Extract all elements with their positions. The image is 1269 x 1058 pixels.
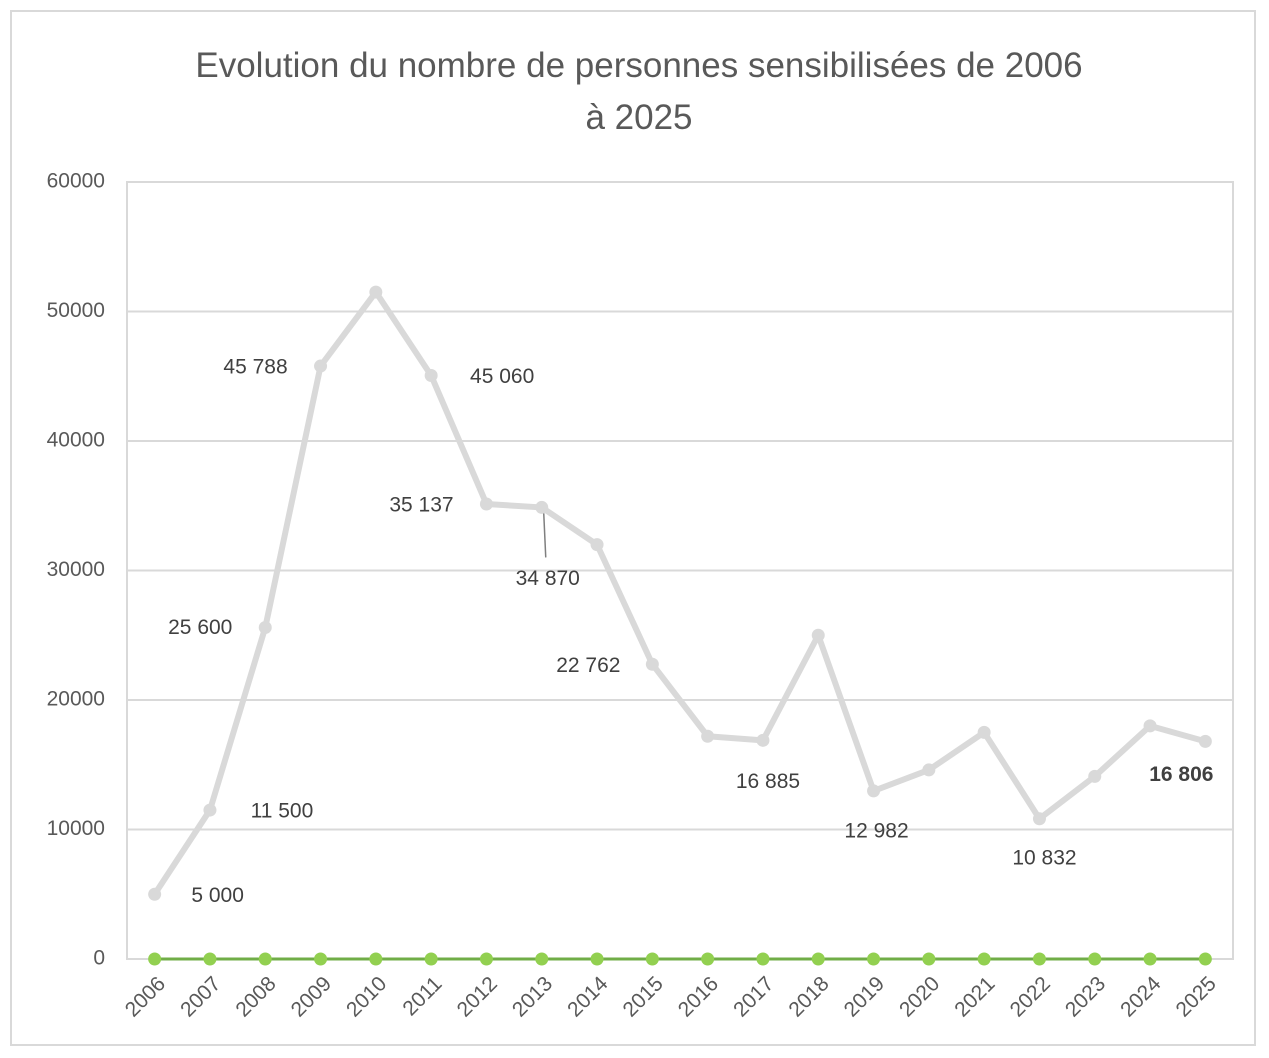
y-tick-label: 20000 <box>47 688 105 711</box>
marker <box>1143 952 1157 966</box>
x-tick-label: 2016 <box>674 972 723 1021</box>
x-tick-label: 2010 <box>342 972 391 1021</box>
marker <box>314 359 328 373</box>
marker <box>148 887 162 901</box>
x-tick-label: 2025 <box>1172 972 1221 1021</box>
marker <box>203 952 217 966</box>
y-tick-label: 50000 <box>47 299 105 322</box>
data-label: 16 806 <box>1149 763 1213 786</box>
marker <box>811 952 825 966</box>
marker <box>922 763 936 777</box>
marker <box>1198 952 1212 966</box>
marker <box>1032 952 1046 966</box>
marker <box>479 497 493 511</box>
x-tick-label: 2009 <box>287 972 336 1021</box>
y-tick-label: 60000 <box>47 170 105 193</box>
marker <box>977 952 991 966</box>
marker <box>590 952 604 966</box>
marker <box>645 657 659 671</box>
marker <box>203 803 217 817</box>
data-label: 10 832 <box>1012 846 1076 869</box>
x-tick-label: 2022 <box>1006 972 1055 1021</box>
x-tick-label: 2013 <box>508 972 557 1021</box>
x-tick-label: 2020 <box>895 972 944 1021</box>
x-tick-label: 2023 <box>1061 972 1110 1021</box>
marker <box>756 733 770 747</box>
marker <box>756 952 770 966</box>
x-tick-label: 2012 <box>453 972 502 1021</box>
marker <box>811 628 825 642</box>
marker <box>867 784 881 798</box>
y-tick-label: 0 <box>93 947 105 970</box>
x-tick-label: 2011 <box>398 972 446 1020</box>
marker <box>535 952 549 966</box>
marker <box>369 285 383 299</box>
marker <box>479 952 493 966</box>
marker <box>922 952 936 966</box>
leader-line <box>543 513 547 558</box>
marker <box>369 952 383 966</box>
x-tick-label: 2018 <box>784 972 833 1021</box>
marker <box>977 725 991 739</box>
x-tick-label: 2008 <box>231 972 280 1021</box>
marker <box>701 729 715 743</box>
marker <box>867 952 881 966</box>
data-label: 25 600 <box>168 616 232 639</box>
marker <box>1088 952 1102 966</box>
marker <box>424 368 438 382</box>
marker <box>590 538 604 552</box>
marker <box>535 500 549 514</box>
data-label: 45 788 <box>223 356 287 379</box>
x-tick-label: 2021 <box>950 972 999 1021</box>
marker <box>645 952 659 966</box>
chart-frame <box>10 10 1256 1046</box>
chart-title: Evolution du nombre de personnes sensibi… <box>195 46 1083 137</box>
data-label: 16 885 <box>736 770 800 793</box>
marker <box>1032 812 1046 826</box>
data-label: 22 762 <box>556 654 620 677</box>
y-tick-label: 40000 <box>47 429 105 452</box>
x-tick-label: 2007 <box>176 972 225 1021</box>
data-label: 34 870 <box>516 567 580 590</box>
data-label: 12 982 <box>844 819 908 842</box>
data-label: 35 137 <box>389 494 453 517</box>
x-tick-label: 2024 <box>1116 972 1166 1022</box>
marker <box>148 952 162 966</box>
marker <box>258 620 272 634</box>
x-tick-label: 2014 <box>563 972 613 1022</box>
line <box>152 289 1207 896</box>
x-tick-label: 2017 <box>729 972 778 1021</box>
y-tick-label: 10000 <box>47 817 105 840</box>
x-tick-label: 2015 <box>619 972 668 1021</box>
x-tick-label: 2019 <box>840 972 889 1021</box>
data-label: 11 500 <box>251 800 314 823</box>
x-tick-label: 2006 <box>121 972 170 1021</box>
marker <box>424 952 438 966</box>
data-label: 45 060 <box>470 365 534 388</box>
marker <box>1143 719 1157 733</box>
data-label: 5 000 <box>191 884 244 907</box>
marker <box>1198 734 1212 748</box>
marker <box>701 952 715 966</box>
marker <box>314 952 328 966</box>
marker <box>258 952 272 966</box>
y-tick-label: 30000 <box>47 558 105 581</box>
marker <box>1088 769 1102 783</box>
